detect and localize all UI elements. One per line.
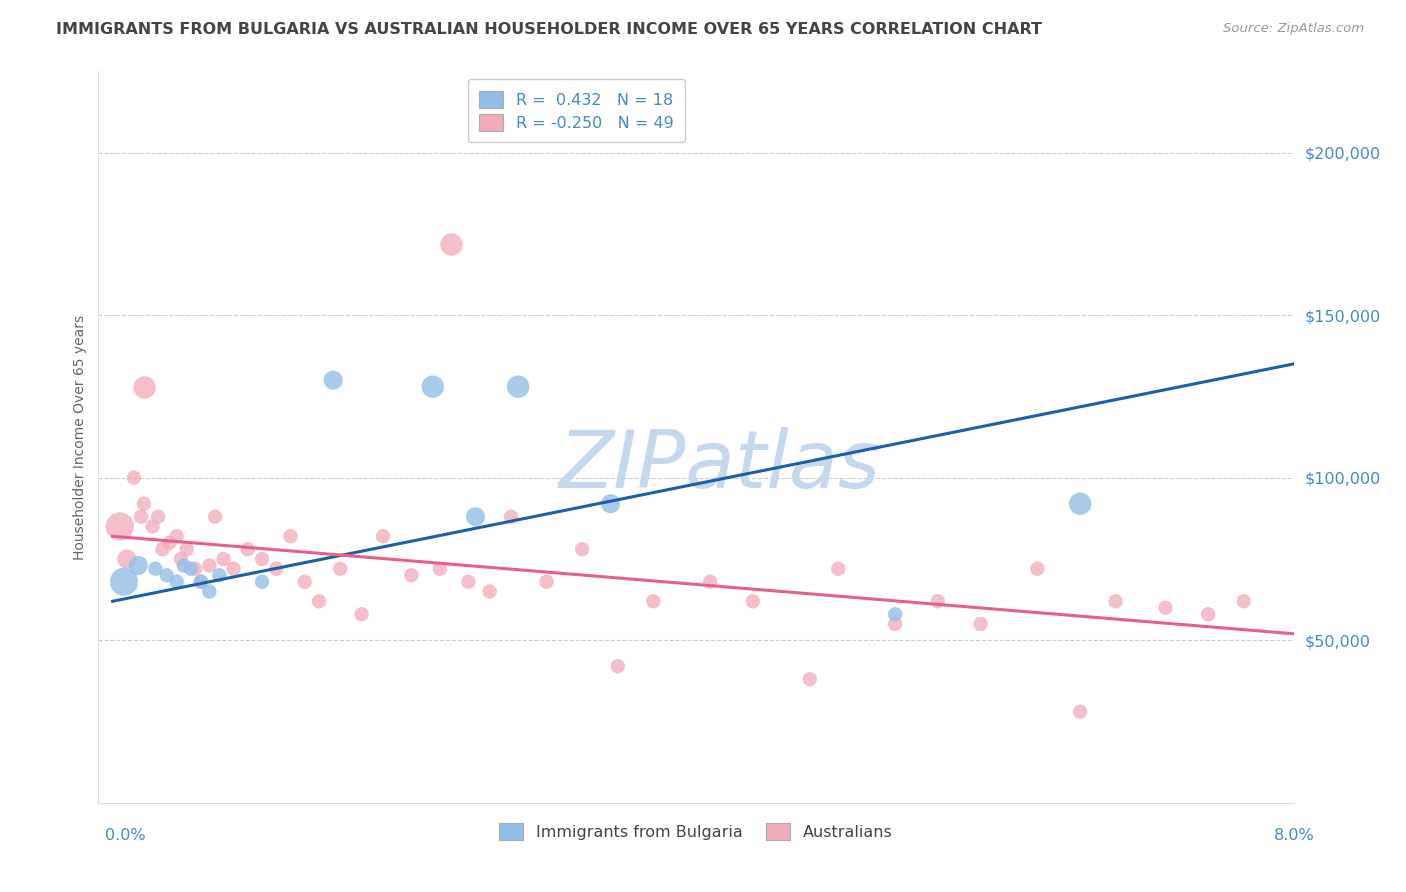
Point xyxy=(170,552,193,566)
Point xyxy=(643,594,665,608)
Text: Source: ZipAtlas.com: Source: ZipAtlas.com xyxy=(1223,22,1364,36)
Point xyxy=(250,552,273,566)
Point xyxy=(429,562,451,576)
Point xyxy=(132,380,155,394)
Point xyxy=(1069,705,1091,719)
Point xyxy=(322,373,344,387)
Point xyxy=(422,380,444,394)
Point xyxy=(184,562,207,576)
Point xyxy=(329,562,352,576)
Point xyxy=(969,617,991,632)
Point xyxy=(176,542,198,557)
Point xyxy=(115,552,138,566)
Point xyxy=(1105,594,1128,608)
Point xyxy=(606,659,628,673)
Point xyxy=(208,568,231,582)
Point xyxy=(884,607,907,622)
Point xyxy=(166,574,188,589)
Y-axis label: Householder Income Over 65 years: Householder Income Over 65 years xyxy=(73,315,87,559)
Point xyxy=(827,562,849,576)
Point xyxy=(464,509,486,524)
Point xyxy=(198,584,221,599)
Point xyxy=(129,509,152,524)
Point xyxy=(499,509,522,524)
Point xyxy=(143,562,166,576)
Point xyxy=(190,574,212,589)
Point xyxy=(1154,600,1177,615)
Point xyxy=(108,519,131,533)
Point xyxy=(180,562,202,576)
Point xyxy=(599,497,621,511)
Point xyxy=(308,594,330,608)
Point xyxy=(478,584,501,599)
Text: 0.0%: 0.0% xyxy=(105,828,146,843)
Point xyxy=(190,574,212,589)
Point xyxy=(927,594,949,608)
Point xyxy=(198,558,221,573)
Point xyxy=(141,519,163,533)
Point xyxy=(371,529,394,543)
Point xyxy=(148,509,170,524)
Point xyxy=(250,574,273,589)
Point xyxy=(212,552,235,566)
Point xyxy=(294,574,316,589)
Point xyxy=(401,568,423,582)
Point xyxy=(236,542,259,557)
Text: 8.0%: 8.0% xyxy=(1274,828,1315,843)
Point xyxy=(280,529,302,543)
Point xyxy=(350,607,373,622)
Point xyxy=(152,542,174,557)
Point xyxy=(1069,497,1091,511)
Point xyxy=(122,471,145,485)
Point xyxy=(571,542,593,557)
Point xyxy=(699,574,721,589)
Point xyxy=(166,529,188,543)
Point xyxy=(1233,594,1256,608)
Point xyxy=(173,558,195,573)
Point xyxy=(1026,562,1049,576)
Point xyxy=(204,509,226,524)
Point xyxy=(457,574,479,589)
Point xyxy=(222,562,245,576)
Point xyxy=(741,594,763,608)
Legend: Immigrants from Bulgaria, Australians: Immigrants from Bulgaria, Australians xyxy=(489,814,903,850)
Point xyxy=(112,574,135,589)
Text: ZIPatlas: ZIPatlas xyxy=(558,427,882,506)
Point xyxy=(884,617,907,632)
Point xyxy=(440,236,463,251)
Point xyxy=(156,568,179,582)
Point xyxy=(127,558,149,573)
Point xyxy=(508,380,530,394)
Point xyxy=(1197,607,1219,622)
Text: IMMIGRANTS FROM BULGARIA VS AUSTRALIAN HOUSEHOLDER INCOME OVER 65 YEARS CORRELAT: IMMIGRANTS FROM BULGARIA VS AUSTRALIAN H… xyxy=(56,22,1042,37)
Point xyxy=(264,562,287,576)
Point xyxy=(159,535,181,549)
Point xyxy=(799,673,821,687)
Point xyxy=(132,497,155,511)
Point xyxy=(536,574,558,589)
